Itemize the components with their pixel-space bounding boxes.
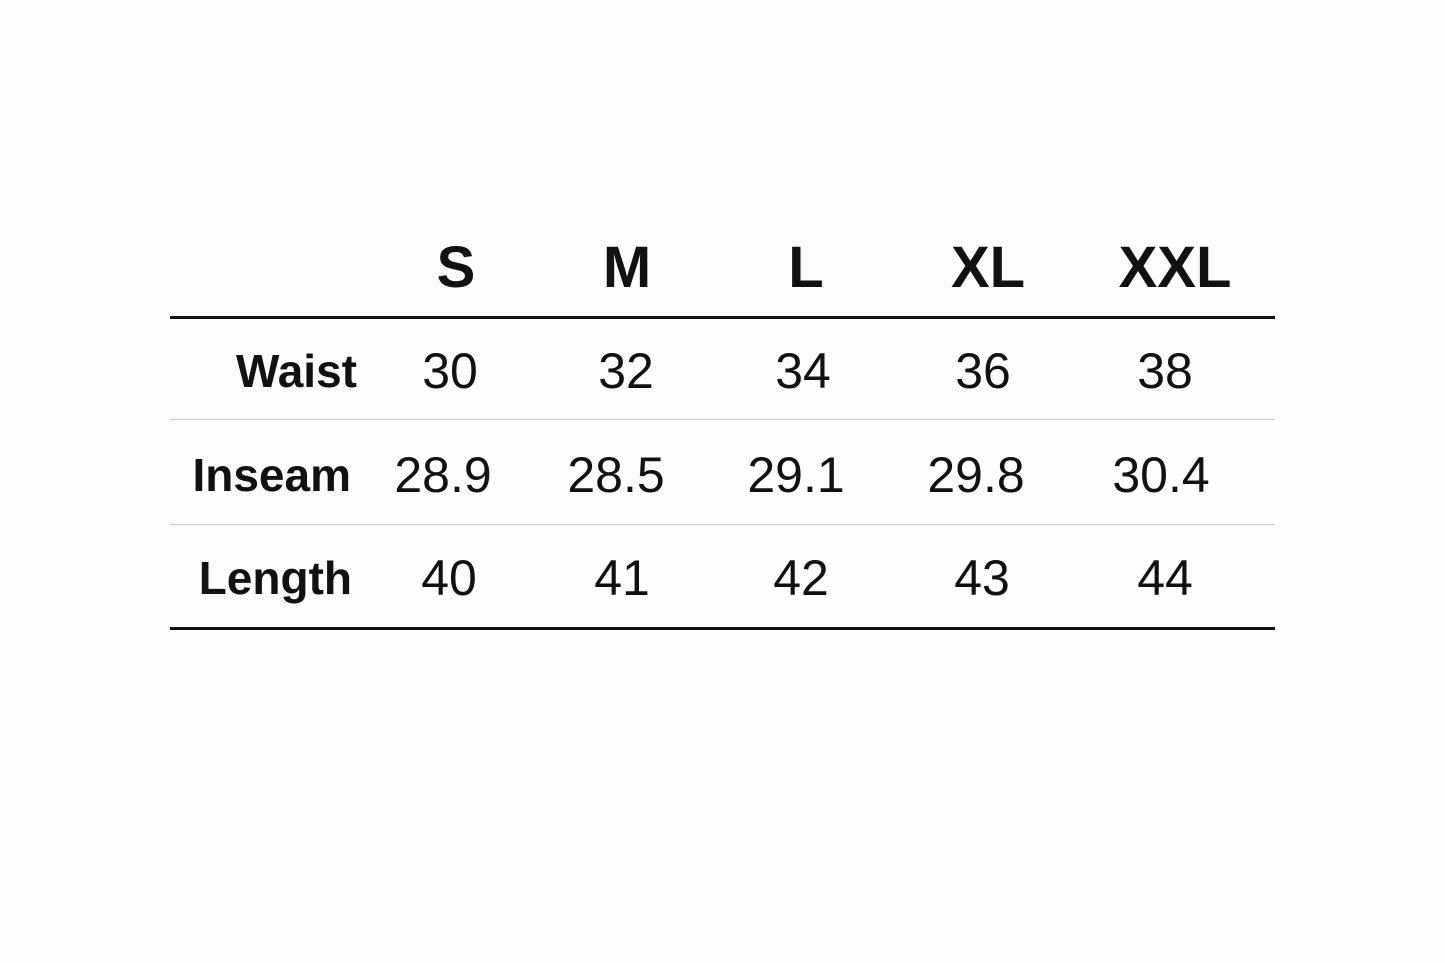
table-cell: 32 <box>598 343 654 399</box>
table-cell: 34 <box>775 343 831 399</box>
table-cell: 30 <box>422 343 478 399</box>
table-cell: 29.1 <box>747 447 845 503</box>
column-header-xl: XL <box>950 235 1026 300</box>
row-label: Waist <box>236 345 357 397</box>
row-divider <box>170 419 1275 420</box>
column-header-m: M <box>602 235 652 300</box>
header-rule <box>170 316 1275 319</box>
table-cell: 28.9 <box>394 447 492 503</box>
table-cell: 28.5 <box>567 447 665 503</box>
column-header-l: L <box>788 235 824 300</box>
row-label: Length <box>198 552 352 604</box>
table-cell: 43 <box>954 550 1010 606</box>
row-label: Inseam <box>192 449 351 501</box>
table-cell: 30.4 <box>1112 447 1210 503</box>
row-divider <box>170 524 1275 525</box>
table-cell: 41 <box>594 550 650 606</box>
column-header-xxl: XXL <box>1118 235 1232 300</box>
table-cell: 38 <box>1137 343 1193 399</box>
table-cell: 42 <box>773 550 829 606</box>
table-cell: 44 <box>1137 550 1193 606</box>
table-cell: 36 <box>955 343 1011 399</box>
table-cell: 40 <box>421 550 477 606</box>
bottom-rule <box>170 627 1275 630</box>
table-cell: 29.8 <box>927 447 1025 503</box>
column-header-s: S <box>436 235 476 300</box>
